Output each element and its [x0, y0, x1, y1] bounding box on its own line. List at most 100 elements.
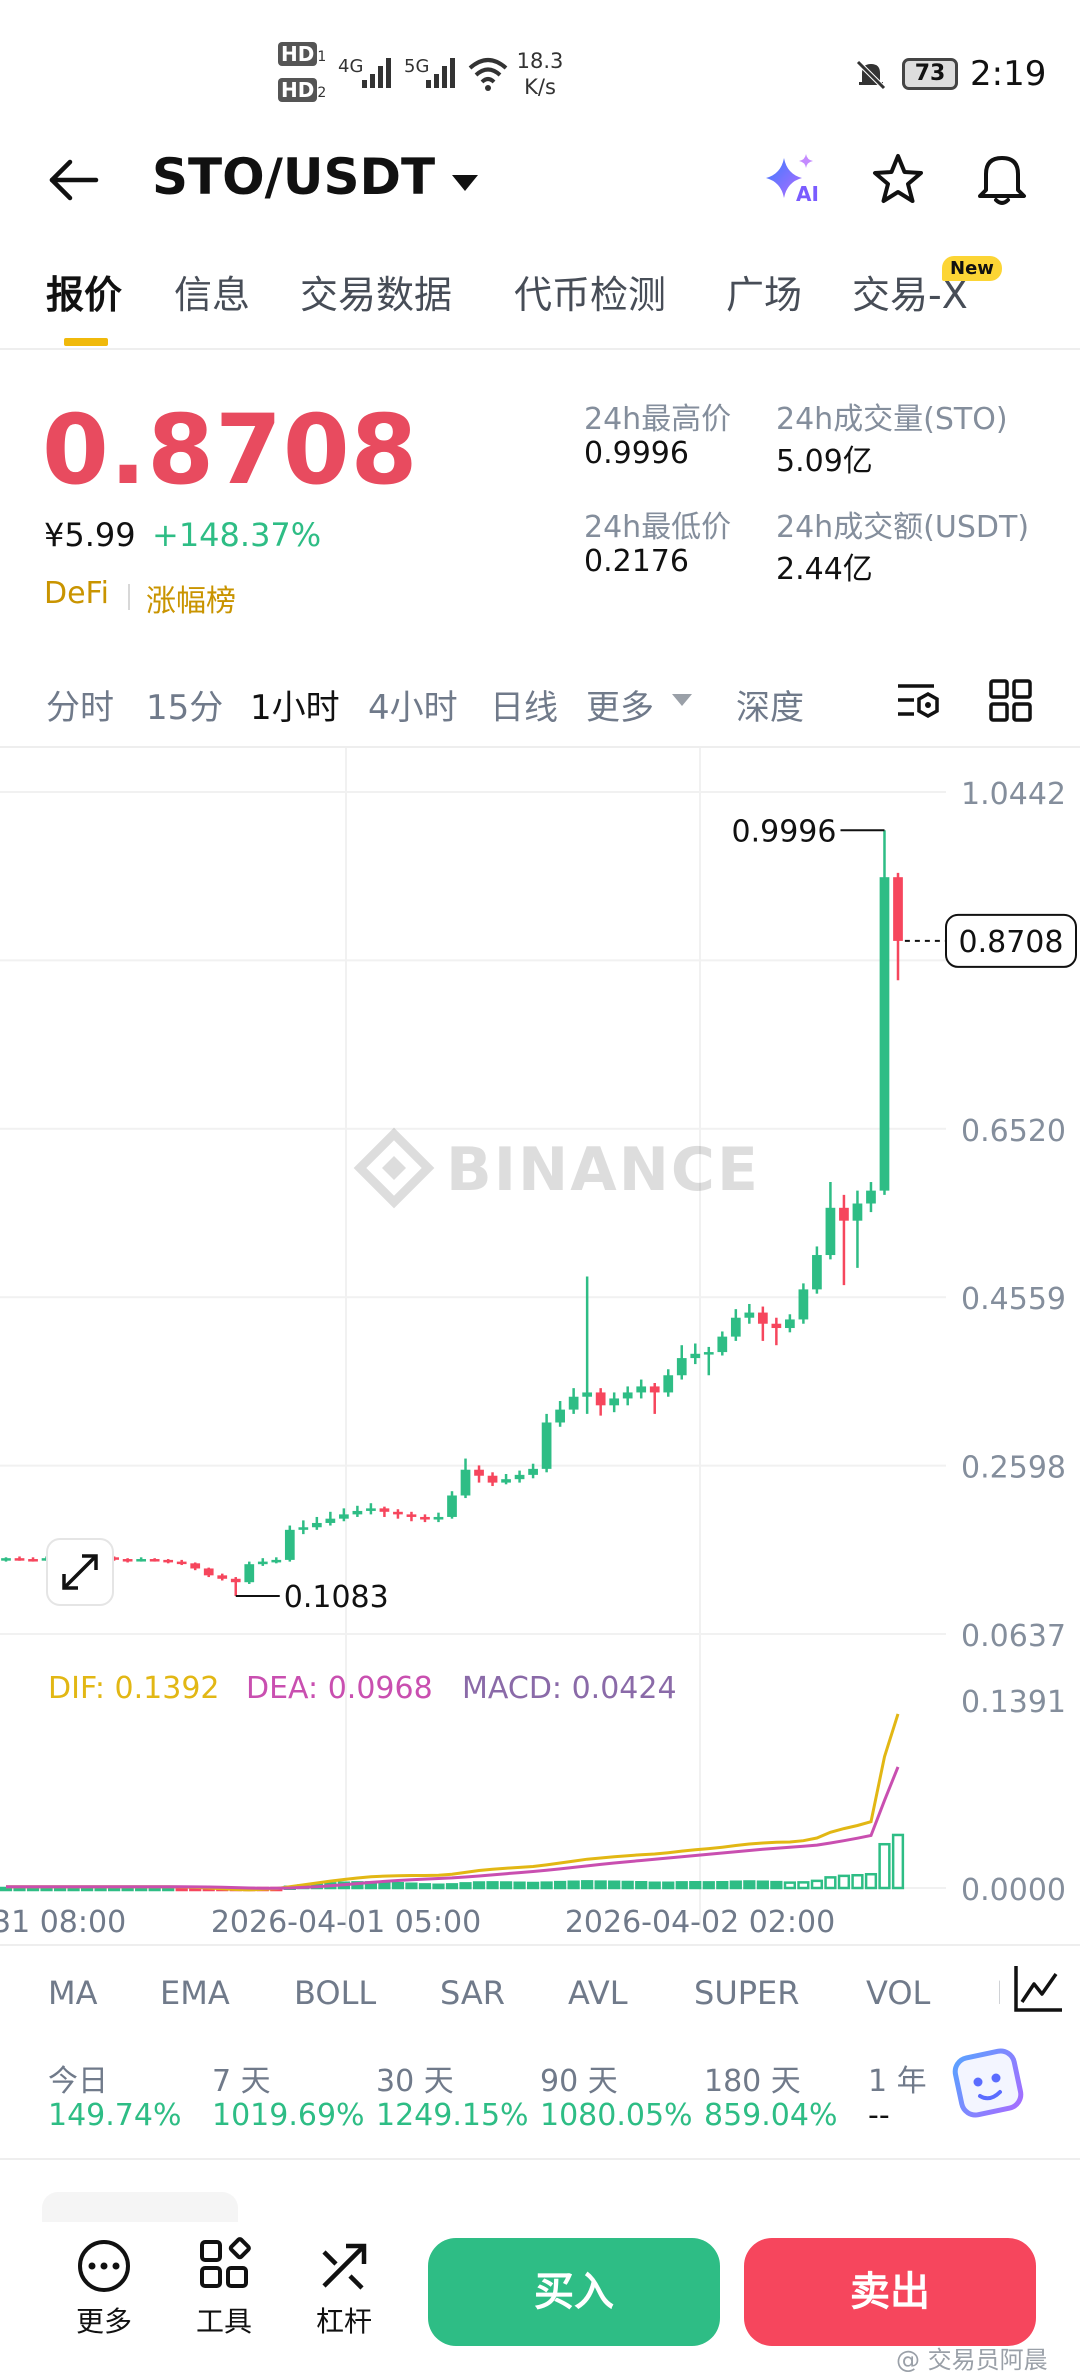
macd-histogram-bar [418, 1883, 432, 1890]
signal-icon-2 [426, 58, 455, 88]
fullscreen-button[interactable] [46, 1538, 114, 1606]
macd-histogram-bar [499, 1881, 513, 1890]
perf-label-today: 今日 [48, 2064, 108, 2099]
candle-body [636, 1386, 647, 1393]
macd-histogram-bar [756, 1880, 769, 1890]
last-price-label: 0.8708 [959, 925, 1064, 960]
leverage-button[interactable]: 杠杆 [294, 2236, 394, 2340]
back-arrow-icon[interactable] [46, 156, 100, 204]
macd-histogram-bar [878, 1842, 891, 1890]
indicator-super[interactable]: SUPER [694, 1974, 800, 2012]
bell-alert-icon[interactable] [974, 150, 1030, 208]
candle-body [649, 1386, 660, 1393]
candle-body [757, 1312, 768, 1324]
robot-assistant-icon [952, 2048, 1024, 2118]
perf-divider [0, 2158, 1080, 2160]
expand-arrows-icon [62, 1554, 98, 1590]
interval-1h[interactable]: 1小时 [250, 688, 340, 728]
tools-button[interactable]: 工具 [174, 2236, 274, 2340]
candle-body [744, 1312, 755, 1318]
candle-body [893, 877, 903, 941]
candle-body [663, 1375, 674, 1393]
macd-histogram-bar [135, 1886, 148, 1892]
net-4g-label: 4G [338, 56, 364, 77]
candle-body [203, 1568, 214, 1576]
macd-histogram-bar [675, 1881, 688, 1890]
macd-histogram-bar [40, 1886, 53, 1892]
tab-square[interactable]: 广场 [726, 273, 803, 317]
layout-grid-icon[interactable] [988, 678, 1034, 724]
tag-gainers[interactable]: 涨幅榜 [146, 584, 236, 619]
ai-assistant-button[interactable] [946, 2040, 1030, 2124]
interval-1d[interactable]: 日线 [490, 688, 558, 728]
interval-time-share[interactable]: 分时 [46, 688, 114, 728]
sell-button[interactable]: 卖出 [744, 2238, 1036, 2346]
macd-histogram-bar [648, 1881, 661, 1890]
interval-depth[interactable]: 深度 [736, 688, 804, 728]
buy-button[interactable]: 买入 [428, 2238, 720, 2346]
binance-watermark: BINANCE [353, 1127, 760, 1209]
macd-histogram-bar [67, 1886, 80, 1892]
macd-histogram-bar [824, 1876, 837, 1890]
leverage-arrow-icon [322, 2243, 367, 2290]
macd-histogram-bar [108, 1886, 121, 1892]
high-label: 24h最高价 [584, 402, 732, 437]
indicator-avl[interactable]: AVL [568, 1974, 628, 2012]
perf-value-1y: -- [868, 2098, 890, 2133]
svg-text:BINANCE: BINANCE [446, 1135, 760, 1205]
tab-trading-data[interactable]: 交易数据 [300, 273, 453, 317]
price-axis: 1.0442 0.6520 0.4559 0.2598 0.0637 [961, 777, 1066, 1654]
hd-icon-1: HD 1 [278, 42, 326, 66]
ai-sparkle-button[interactable]: AI [762, 152, 824, 208]
price-markers: 0.9996 0.1083 0.8708 [235, 814, 1077, 1615]
candle-body [122, 1559, 133, 1562]
macd-histogram-bar [837, 1874, 851, 1890]
candle-body [28, 1559, 38, 1562]
macd-histogram-bar [0, 1886, 13, 1892]
indicator-settings-button[interactable] [1000, 1954, 1080, 2034]
more-dots-icon [78, 2240, 130, 2292]
interval-15m[interactable]: 15分 [146, 688, 224, 728]
candle-body [257, 1561, 268, 1565]
new-badge: New [942, 256, 1002, 281]
macd-histogram-bar [445, 1883, 459, 1890]
indicator-sar[interactable]: SAR [440, 1974, 506, 2012]
candlestick-chart[interactable]: BINANCE 1.0442 0.6520 0.4559 0.2598 0.0637 0… [0, 748, 1080, 1944]
indicator-boll[interactable]: BOLL [294, 1974, 377, 2012]
ai-sparkle-icon [766, 154, 813, 198]
indicator-ma[interactable]: MA [48, 1974, 98, 2012]
candle-body [230, 1578, 241, 1583]
macd-histogram-bar [80, 1886, 94, 1892]
tag-defi[interactable]: DeFi [44, 576, 109, 611]
price-tick-label: 0.6520 [961, 1114, 1066, 1149]
clock: 2:19 [970, 54, 1047, 94]
price-tick-label: 0.2598 [961, 1451, 1066, 1486]
candle-body [676, 1358, 687, 1376]
star-favorite-icon[interactable] [870, 152, 926, 206]
candle-body [812, 1255, 822, 1290]
tab-token-check[interactable]: 代币检测 [514, 273, 667, 317]
interval-more[interactable]: 更多 [586, 688, 654, 728]
interval-4h[interactable]: 4小时 [368, 688, 458, 728]
tab-info[interactable]: 信息 [174, 273, 251, 317]
more-button[interactable]: 更多 [54, 2236, 154, 2340]
pair-selector[interactable]: STO/USDT [152, 148, 480, 207]
candle-body [420, 1516, 430, 1520]
perf-label-90d: 90 天 [540, 2064, 618, 2099]
last-price: 0.8708 [42, 394, 419, 506]
macd-histogram-bar [783, 1881, 796, 1890]
candle-body [352, 1510, 363, 1515]
collapsed-panel-handle[interactable] [42, 2192, 238, 2222]
indicator-vol[interactable]: VOL [866, 1974, 931, 2012]
candle-body [217, 1575, 228, 1579]
macd-histogram-bar [608, 1880, 621, 1890]
candle-body [555, 1409, 565, 1423]
candle-body [568, 1396, 579, 1410]
macd-histogram-bar [621, 1880, 634, 1890]
chart-settings-icon[interactable] [894, 678, 942, 724]
price-tick-label: 0.4559 [961, 1282, 1066, 1317]
indicator-ema[interactable]: EMA [160, 1974, 230, 2012]
tab-quote[interactable]: 报价 [46, 273, 123, 317]
candle-body [244, 1564, 255, 1583]
macd-histogram-bar [891, 1833, 905, 1890]
